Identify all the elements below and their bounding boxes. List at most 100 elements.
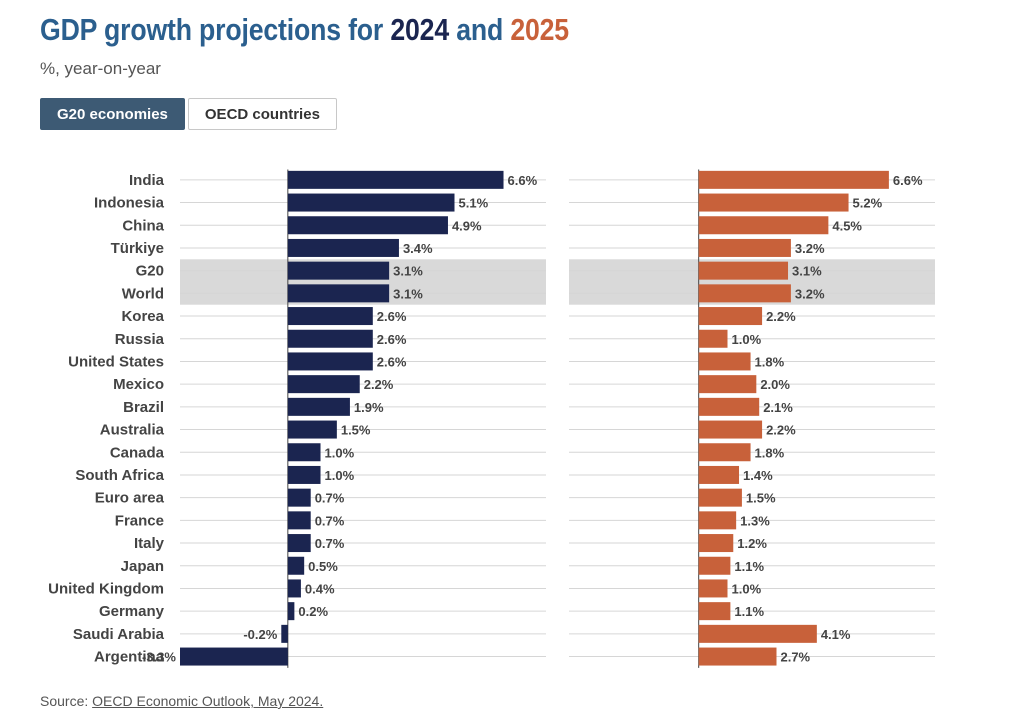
bar-2024-turkiye (287, 238, 399, 257)
view-tabs: G20 economies OECD countries (40, 98, 337, 130)
category-label-china: China (122, 217, 164, 234)
category-label-united-states: United States (68, 353, 164, 370)
value-label-2025-united-states: 1.8% (755, 354, 785, 369)
value-label-2024-euro-area: 0.7% (315, 491, 345, 506)
value-label-2024-russia: 2.6% (377, 332, 407, 347)
bar-2025-germany (698, 602, 731, 621)
bar-2024-germany (287, 602, 295, 621)
category-label-saudi-arabia: Saudi Arabia (73, 626, 165, 643)
bar-2025-russia (698, 329, 728, 348)
bar-2025-france (698, 511, 737, 530)
value-label-2025-germany: 1.1% (734, 604, 764, 619)
value-label-2024-brazil: 1.9% (354, 400, 384, 415)
bar-2025-united-kingdom (698, 579, 728, 598)
value-label-2024-united-kingdom: 0.4% (305, 581, 335, 596)
bar-2025-saudi-arabia (698, 624, 817, 643)
bar-2025-mexico (698, 375, 757, 394)
chart-title: GDP growth projections for 2024 and 2025 (40, 12, 569, 48)
value-label-2025-canada: 1.8% (755, 445, 785, 460)
value-label-2024-mexico: 2.2% (364, 377, 394, 392)
bar-2024-japan (287, 556, 305, 575)
value-label-2024-italy: 0.7% (315, 536, 345, 551)
bar-2025-india (698, 170, 889, 189)
value-label-2024-g20: 3.1% (393, 264, 423, 279)
value-label-2025-indonesia: 5.2% (853, 196, 883, 211)
category-label-mexico: Mexico (113, 376, 164, 393)
category-label-germany: Germany (99, 603, 165, 620)
source-prefix: Source: (40, 693, 93, 709)
bar-2025-united-states (698, 352, 751, 371)
bar-2025-turkiye (698, 238, 791, 257)
value-label-2024-china: 4.9% (452, 218, 482, 233)
value-label-2024-germany: 0.2% (298, 604, 328, 619)
bar-2024-korea (287, 307, 373, 326)
bar-2025-indonesia (698, 193, 849, 212)
bar-2025-brazil (698, 397, 760, 416)
value-label-2025-turkiye: 3.2% (795, 241, 825, 256)
category-label-south-africa: South Africa (75, 467, 164, 484)
value-label-2025-mexico: 2.0% (760, 377, 790, 392)
value-label-2024-korea: 2.6% (377, 309, 407, 324)
category-label-brazil: Brazil (123, 399, 164, 416)
category-label-euro-area: Euro area (95, 490, 165, 507)
value-label-2025-russia: 1.0% (732, 332, 762, 347)
value-label-2024-south-africa: 1.0% (325, 468, 355, 483)
title-text: GDP growth projections for (40, 12, 391, 47)
value-label-2024-india: 6.6% (508, 173, 538, 188)
source-link[interactable]: OECD Economic Outlook, May 2024. (92, 693, 324, 709)
bar-2024-russia (287, 329, 373, 348)
bar-2024-euro-area (287, 488, 311, 507)
value-label-2024-argentina: -3.3% (142, 650, 176, 665)
value-label-2025-japan: 1.1% (734, 559, 764, 574)
bar-2024-united-states (287, 352, 373, 371)
bar-2024-france (287, 511, 311, 530)
bar-2025-italy (698, 534, 734, 553)
value-label-2024-world: 3.1% (393, 286, 423, 301)
value-label-2025-united-kingdom: 1.0% (732, 581, 762, 596)
bar-2024-south-africa (287, 465, 321, 484)
bar-2025-china (698, 216, 829, 235)
category-label-russia: Russia (115, 331, 165, 348)
bar-2024-italy (287, 534, 311, 553)
category-label-indonesia: Indonesia (94, 195, 165, 212)
category-label-australia: Australia (100, 422, 165, 439)
value-label-2024-australia: 1.5% (341, 423, 371, 438)
value-label-2024-canada: 1.0% (325, 445, 355, 460)
tab-g20-economies[interactable]: G20 economies (40, 98, 185, 130)
source-note: Source: OECD Economic Outlook, May 2024. (40, 693, 323, 709)
bar-2024-india (287, 170, 504, 189)
value-label-2025-world: 3.2% (795, 286, 825, 301)
bar-2024-mexico (287, 375, 360, 394)
category-label-canada: Canada (110, 444, 165, 461)
category-label-united-kingdom: United Kingdom (48, 580, 164, 597)
category-label-france: France (115, 512, 164, 529)
chart-subtitle: %, year-on-year (40, 59, 161, 78)
bar-2024-brazil (287, 397, 350, 416)
value-label-2024-saudi-arabia: -0.2% (243, 627, 277, 642)
title-year-2025: 2025 (510, 12, 569, 47)
category-label-argentina: Argentina (94, 649, 165, 666)
value-label-2025-australia: 2.2% (766, 423, 796, 438)
value-label-2025-korea: 2.2% (766, 309, 796, 324)
value-label-2024-japan: 0.5% (308, 559, 338, 574)
title-year-2024: 2024 (390, 12, 449, 47)
bar-2024-united-kingdom (287, 579, 301, 598)
bar-2025-g20 (698, 261, 789, 280)
bar-2025-canada (698, 443, 751, 462)
value-label-2025-g20: 3.1% (792, 264, 822, 279)
bar-2025-euro-area (698, 488, 742, 507)
category-label-g20: G20 (136, 263, 164, 280)
value-label-2025-france: 1.3% (740, 513, 770, 528)
category-label-korea: Korea (121, 308, 164, 325)
bar-2024-g20 (287, 261, 390, 280)
value-label-2025-south-africa: 1.4% (743, 468, 773, 483)
tab-oecd-countries[interactable]: OECD countries (187, 98, 337, 130)
bar-2024-world (287, 284, 390, 303)
bar-2024-canada (287, 443, 321, 462)
value-label-2025-saudi-arabia: 4.1% (821, 627, 851, 642)
value-label-2025-brazil: 2.1% (763, 400, 793, 415)
category-label-italy: Italy (134, 535, 165, 552)
bar-2024-indonesia (287, 193, 455, 212)
category-label-world: World (122, 285, 164, 302)
bar-2025-south-africa (698, 465, 740, 484)
